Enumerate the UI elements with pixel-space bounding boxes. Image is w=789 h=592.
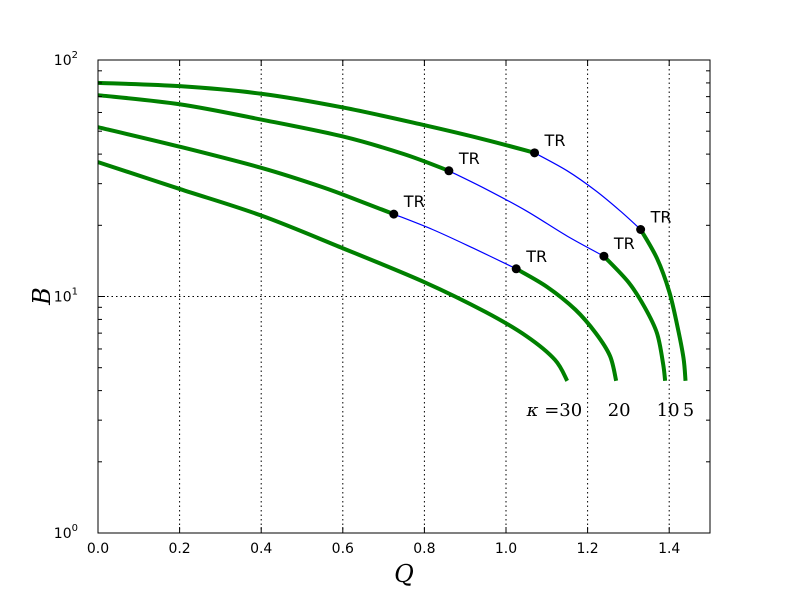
tr-points: TR TR TR TR TR TR [389, 131, 672, 274]
stable-branch-kappa-10 [97, 93, 450, 173]
x-tick-label: 0.6 [332, 541, 354, 557]
x-tick-label: 1.0 [495, 541, 517, 557]
x-tick-label: 0.4 [250, 541, 272, 557]
kappa-label-30: κ =30 [526, 400, 583, 421]
tr-point [444, 166, 454, 176]
stable-branch-kappa-5 [97, 80, 536, 155]
x-tick-label: 0.0 [87, 541, 109, 557]
tr-label: TR [613, 234, 635, 253]
y-tick-label: 101 [54, 287, 78, 306]
tr-label: TR [403, 192, 425, 211]
tr-label: TR [650, 207, 672, 226]
kappa-label-5: 5 [683, 400, 694, 421]
y-axis-title: B [28, 287, 56, 306]
x-tick-label: 0.8 [413, 541, 435, 557]
tr-point [530, 148, 540, 158]
stable-tail-kappa-20 [515, 267, 619, 382]
stable-tail-kappa-10 [602, 254, 668, 382]
tick-labels: 0.0 0.2 0.4 0.6 0.8 1.0 1.2 1.4 100 101 102 [54, 50, 681, 557]
kappa-label-20: 20 [608, 400, 631, 421]
tr-point [599, 251, 609, 261]
tr-point [511, 264, 521, 274]
stable-branch-kappa-30 [97, 160, 569, 382]
tick-marks [97, 59, 710, 534]
y-tick-label: 100 [54, 523, 78, 542]
tr-point [636, 224, 646, 234]
kappa-labels: 510 20 κ =30 [526, 400, 695, 421]
unstable-branch-kappa-10 [448, 170, 605, 257]
tr-label: TR [458, 149, 480, 168]
grid-lines [98, 60, 710, 533]
x-tick-label: 0.2 [168, 541, 190, 557]
tr-label: TR [525, 247, 547, 266]
tr-label: TR [544, 131, 566, 150]
unstable-branch-kappa-20 [393, 213, 517, 270]
y-tick-label: 102 [54, 50, 78, 69]
kappa-label-10: 10 [657, 400, 680, 421]
tr-point [389, 209, 399, 219]
x-axis-title: Q [394, 560, 414, 588]
curves [97, 80, 688, 382]
unstable-branch-kappa-5 [534, 152, 642, 230]
x-tick-label: 1.4 [658, 541, 680, 557]
stable-branch-kappa-20 [97, 125, 395, 216]
x-tick-label: 1.2 [576, 541, 598, 557]
stable-tail-kappa-5 [638, 228, 688, 381]
